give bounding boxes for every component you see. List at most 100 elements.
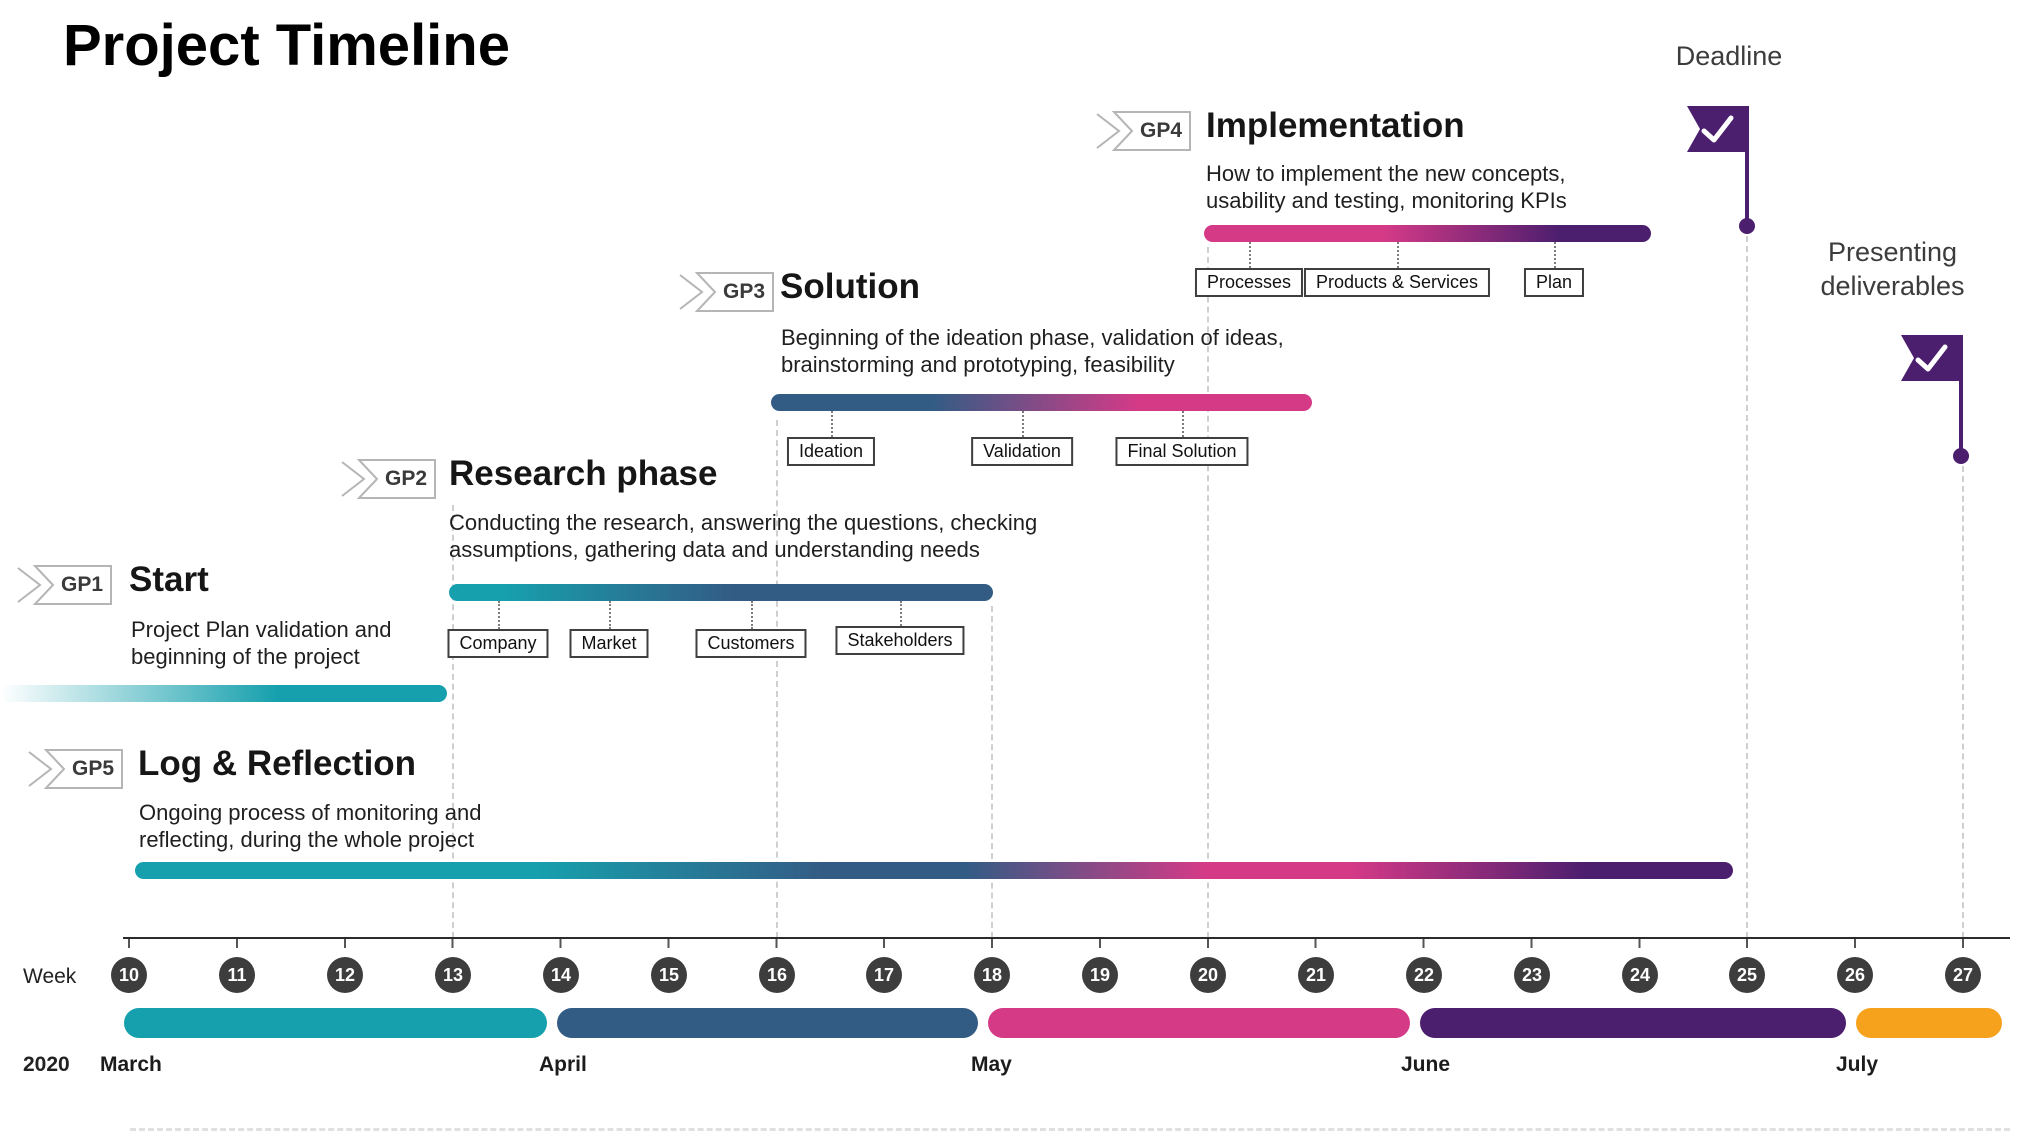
week-axis-ticks (128, 939, 1966, 948)
month-label-july: July (1836, 1053, 1879, 1076)
phase-bar-log-reflection (135, 862, 1733, 879)
milestone-stakeholders: Stakeholders (835, 626, 965, 655)
week-axis-line (123, 937, 2010, 939)
phase-desc-implementation: How to implement the new concepts, usabi… (1206, 161, 1567, 214)
milestone-ideation: Ideation (786, 437, 876, 466)
phase-bar-research (449, 584, 993, 601)
checkmark-icon (1915, 344, 1948, 372)
milestone-plan: Plan (1523, 268, 1585, 297)
milestone-connector (1022, 411, 1024, 437)
milestone-connector (900, 601, 902, 629)
phase-desc-solution: Beginning of the ideation phase, validat… (781, 325, 1284, 378)
pennant-icon (1096, 111, 1191, 151)
milestone-market: Market (569, 629, 649, 658)
milestone-company: Company (447, 629, 549, 658)
deadline-anchor-dot (1739, 218, 1755, 234)
phase-title-solution: Solution (780, 267, 920, 306)
week-badge: 18 (974, 957, 1010, 993)
month-label-june: June (1401, 1053, 1451, 1076)
week-badge: 24 (1622, 957, 1658, 993)
gp3-marker: GP3 (677, 269, 777, 315)
month-bar-march (124, 1008, 547, 1038)
phase-title-log-reflection: Log & Reflection (138, 744, 417, 783)
phase-bar-implementation (1204, 225, 1651, 242)
week-badge: 12 (327, 957, 363, 993)
phase-desc-research: Conducting the research, answering the q… (449, 510, 1038, 563)
pennant-icon (28, 749, 123, 789)
phase-bar-solution (771, 394, 1312, 411)
week-badge: 20 (1190, 957, 1226, 993)
gp3-label: GP3 (722, 280, 766, 303)
phase-desc-start: Project Plan validation and beginning of… (131, 617, 392, 670)
gp1-marker: GP1 (15, 562, 115, 608)
gp1-label: GP1 (60, 573, 104, 596)
gp4-marker: GP4 (1094, 108, 1194, 154)
milestone-final-solution: Final Solution (1115, 437, 1249, 466)
presenting-flag-pole (1959, 335, 1963, 452)
gridline-week-16 (776, 420, 778, 938)
month-label-may: May (971, 1053, 1012, 1076)
week-badge: 11 (219, 957, 255, 993)
phase-desc-log-reflection: Ongoing process of monitoring and reflec… (139, 800, 482, 853)
deadline-label: Deadline (1675, 41, 1783, 71)
presenting-anchor-dot (1953, 448, 1969, 464)
phase-title-start: Start (129, 560, 209, 599)
gridline-week-25 (1746, 236, 1748, 938)
slide-bottom-edge (130, 1128, 2010, 1131)
week-badge: 10 (111, 957, 147, 993)
month-bar-june (1420, 1008, 1846, 1038)
deadline-flag-icon (1687, 106, 1747, 152)
milestone-connector (609, 601, 611, 629)
week-badge: 22 (1406, 957, 1442, 993)
milestone-connector (751, 601, 753, 629)
milestone-products-services: Products & Services (1303, 268, 1491, 297)
pennant-icon (17, 565, 112, 605)
gp2-label: GP2 (384, 467, 428, 490)
month-bar-july (1856, 1008, 2002, 1038)
gp2-marker: GP2 (339, 456, 439, 502)
gridline-week-18 (991, 606, 993, 938)
week-badge: 17 (866, 957, 902, 993)
week-badge: 26 (1837, 957, 1873, 993)
page-title: Project Timeline (63, 13, 510, 78)
presenting-deliverables-label: Presenting deliverables (1820, 237, 1965, 301)
gp5-label: GP5 (71, 757, 115, 780)
gridline-week-13 (452, 505, 454, 938)
week-badge: 13 (435, 957, 471, 993)
week-axis-caption: Week (23, 965, 77, 988)
milestone-connector (1397, 242, 1399, 268)
milestone-connector (498, 601, 500, 629)
week-badge: 16 (759, 957, 795, 993)
month-label-april: April (539, 1053, 587, 1076)
gridline-week-27 (1962, 466, 1964, 938)
week-badge: 14 (543, 957, 579, 993)
milestone-connector (831, 411, 833, 437)
gridline-week-20 (1207, 247, 1209, 938)
phase-bar-start (0, 685, 447, 702)
milestone-validation: Validation (971, 437, 1073, 466)
gp4-label: GP4 (1139, 119, 1183, 142)
month-bar-april (557, 1008, 978, 1038)
week-badge: 27 (1945, 957, 1981, 993)
pennant-icon (679, 272, 774, 312)
year-label: 2020 (23, 1053, 70, 1076)
phase-title-research: Research phase (449, 454, 718, 493)
gp5-marker: GP5 (26, 746, 126, 792)
phase-title-implementation: Implementation (1206, 106, 1465, 145)
week-badge: 19 (1082, 957, 1118, 993)
milestone-customers: Customers (695, 629, 807, 658)
week-badge: 21 (1298, 957, 1334, 993)
deadline-flag-pole (1745, 106, 1749, 222)
milestone-processes: Processes (1194, 268, 1304, 297)
week-badge: 25 (1729, 957, 1765, 993)
month-label-march: March (100, 1053, 162, 1076)
milestone-connector (1249, 242, 1251, 268)
week-badge: 15 (651, 957, 687, 993)
pennant-icon (341, 459, 436, 499)
milestone-connector (1554, 242, 1556, 268)
checkmark-icon (1701, 115, 1734, 143)
month-bar-may (988, 1008, 1410, 1038)
presenting-flag-icon (1901, 335, 1961, 381)
week-badge: 23 (1514, 957, 1550, 993)
